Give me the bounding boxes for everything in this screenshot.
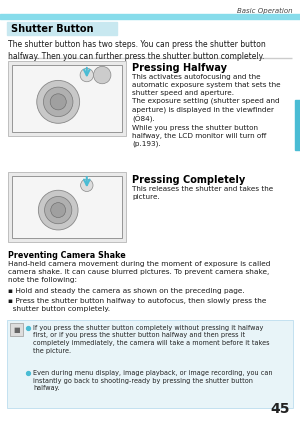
Circle shape (81, 179, 93, 192)
Bar (7, 320, 293, 408)
Text: This releases the shutter and takes the
picture.: This releases the shutter and takes the … (132, 186, 273, 200)
Circle shape (44, 87, 73, 117)
Circle shape (94, 66, 111, 84)
Text: ▪ Hold and steady the camera as shown on the preceding page.: ▪ Hold and steady the camera as shown on… (8, 288, 245, 294)
Bar (0, 14, 300, 19)
Text: Basic Operation: Basic Operation (237, 8, 293, 14)
Bar (12, 65, 122, 132)
Text: ▪ Press the shutter button halfway to autofocus, then slowly press the
  shutter: ▪ Press the shutter button halfway to au… (8, 298, 266, 311)
Circle shape (45, 196, 72, 224)
Text: Hand-held camera movement during the moment of exposure is called
camera shake. : Hand-held camera movement during the mom… (8, 261, 270, 283)
Text: Pressing Halfway: Pressing Halfway (132, 63, 227, 73)
Text: The shutter button has two steps. You can press the shutter button
halfway. Then: The shutter button has two steps. You ca… (8, 40, 266, 61)
Circle shape (80, 69, 94, 82)
Circle shape (37, 80, 80, 123)
Text: ■: ■ (13, 327, 20, 333)
Bar (12, 176, 122, 238)
Text: If you press the shutter button completely without pressing it halfway
first, or: If you press the shutter button complete… (33, 325, 269, 354)
Text: 45: 45 (271, 402, 290, 416)
Text: Preventing Camera Shake: Preventing Camera Shake (8, 251, 126, 260)
Circle shape (38, 190, 78, 230)
Bar (8, 172, 126, 242)
Bar (10, 323, 23, 336)
Bar (295, 100, 300, 150)
Text: Even during menu display, image playback, or image recording, you can
instantly : Even during menu display, image playback… (33, 370, 272, 391)
Text: Pressing Completely: Pressing Completely (132, 175, 245, 185)
Text: Shutter Button: Shutter Button (11, 24, 94, 33)
Bar (8, 61, 126, 136)
Bar (7, 22, 117, 35)
Circle shape (50, 94, 66, 110)
Circle shape (51, 203, 66, 217)
Text: This activates autofocusing and the
automatic exposure system that sets the
shut: This activates autofocusing and the auto… (132, 74, 280, 147)
